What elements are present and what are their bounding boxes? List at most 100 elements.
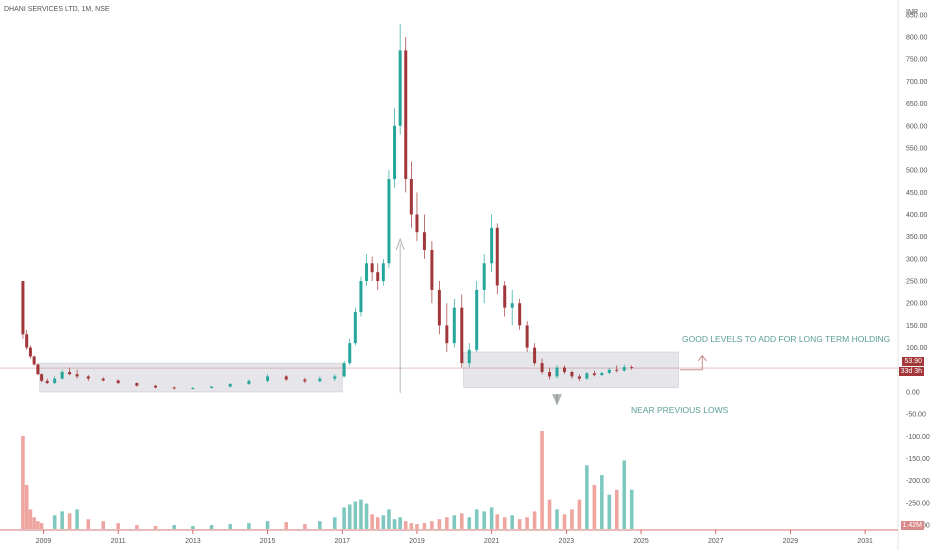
y-tick-label: -50.00	[906, 412, 926, 419]
candle-body	[247, 380, 251, 384]
candle-body	[32, 356, 36, 365]
countdown-badge: 33d 3h	[898, 367, 924, 376]
candle-body	[562, 367, 566, 372]
support-zone	[39, 362, 343, 393]
volume-bar	[585, 465, 589, 529]
x-tick-label: 2019	[409, 538, 425, 545]
candle-body	[28, 347, 32, 357]
candle-body	[40, 374, 44, 381]
volume-bar	[600, 475, 604, 529]
candle-body	[452, 307, 456, 344]
candle-body	[548, 371, 552, 377]
volume-bar	[562, 514, 567, 529]
volume-bar	[28, 509, 33, 529]
volume-bar	[614, 489, 619, 529]
volume-bar	[284, 522, 289, 529]
y-tick-label: 750.00	[906, 57, 928, 64]
x-tick-label: 2011	[111, 538, 126, 545]
candle-body	[430, 249, 434, 290]
y-tick-label: 700.00	[906, 79, 928, 86]
last-price-label: 53.90	[904, 358, 922, 365]
candle-body	[467, 349, 471, 364]
candle-body	[370, 263, 374, 273]
volume-bar	[474, 509, 479, 529]
candle-body	[116, 380, 120, 384]
candle-body	[398, 50, 402, 126]
candle-body	[21, 281, 25, 335]
candle-body	[266, 376, 270, 381]
volume-bar	[629, 489, 634, 529]
y-tick-label: 400.00	[906, 212, 928, 219]
candle-body	[415, 214, 419, 233]
volume-bar	[422, 523, 427, 529]
y-tick-label: 850.00	[906, 12, 928, 19]
candle-body	[365, 263, 369, 282]
y-tick-label: 550.00	[906, 145, 928, 152]
volume-bar	[570, 509, 574, 529]
annotation-good-levels: GOOD LEVELS TO ADD FOR LONG TERM HOLDING	[682, 334, 890, 344]
volume-bar	[318, 521, 322, 529]
volume-bar	[24, 484, 29, 529]
candle-body	[353, 312, 357, 344]
volume-bar	[21, 435, 25, 529]
y-tick-label: -100.00	[906, 434, 930, 441]
volume-badge: 1.42M	[900, 521, 924, 530]
volume-label: 1.42M	[902, 522, 922, 529]
volume-bar	[86, 519, 91, 529]
volume-bar	[116, 523, 120, 529]
last-price-badge: 53.90	[902, 357, 924, 366]
candle-body	[135, 383, 139, 386]
volume-bar	[540, 431, 544, 529]
volume-bar	[353, 501, 358, 529]
y-tick-label: 0.00	[906, 389, 920, 396]
volume-bar	[303, 524, 307, 529]
support-zone	[463, 351, 679, 388]
x-tick-label: 2009	[36, 538, 52, 545]
candle-body	[577, 376, 581, 379]
candle-body	[191, 387, 195, 389]
x-tick-label: 2015	[260, 538, 276, 545]
volume-bar	[517, 519, 522, 529]
volume-bar	[547, 499, 552, 529]
candle-body	[630, 367, 634, 369]
candle-body	[404, 50, 408, 180]
volume-bar	[375, 517, 380, 529]
y-tick-label: 600.00	[906, 123, 928, 130]
volume-bar	[32, 517, 36, 529]
y-tick-label: 100.00	[906, 345, 928, 352]
candle-body	[510, 303, 514, 308]
volume-bar	[409, 523, 414, 529]
candle-body	[533, 347, 537, 364]
x-tick-label: 2031	[857, 538, 873, 545]
volume-bar	[510, 515, 514, 529]
x-tick-label: 2025	[633, 538, 649, 545]
annotation-near-lows: NEAR PREVIOUS LOWS	[631, 405, 729, 415]
chart-title: DHANI SERVICES LTD, 1M, NSE	[4, 6, 110, 13]
volume-bar	[247, 523, 251, 529]
volume-bar	[228, 524, 233, 529]
y-tick-label: -150.00	[906, 456, 930, 463]
volume-bar	[347, 504, 352, 529]
countdown-label: 33d 3h	[900, 368, 922, 375]
volume-bar	[555, 509, 559, 529]
volume-bar	[172, 525, 176, 529]
volume-bar	[52, 515, 57, 529]
volume-bar	[415, 524, 419, 529]
zone-arrow-line	[680, 356, 703, 371]
volume-bar	[75, 509, 79, 529]
candle-body	[540, 363, 544, 372]
candle-body	[172, 387, 176, 389]
volume-bar	[265, 521, 270, 529]
x-tick-label: 2027	[708, 538, 724, 545]
volume-bar	[445, 517, 449, 529]
y-tick-label: 150.00	[906, 323, 928, 330]
candle-body	[359, 281, 363, 313]
volume-bar	[482, 511, 486, 529]
volume-bar	[191, 526, 195, 529]
candle-body	[75, 374, 79, 377]
volume-bar	[467, 517, 472, 529]
candle-body	[342, 363, 346, 377]
candle-body	[437, 289, 441, 326]
